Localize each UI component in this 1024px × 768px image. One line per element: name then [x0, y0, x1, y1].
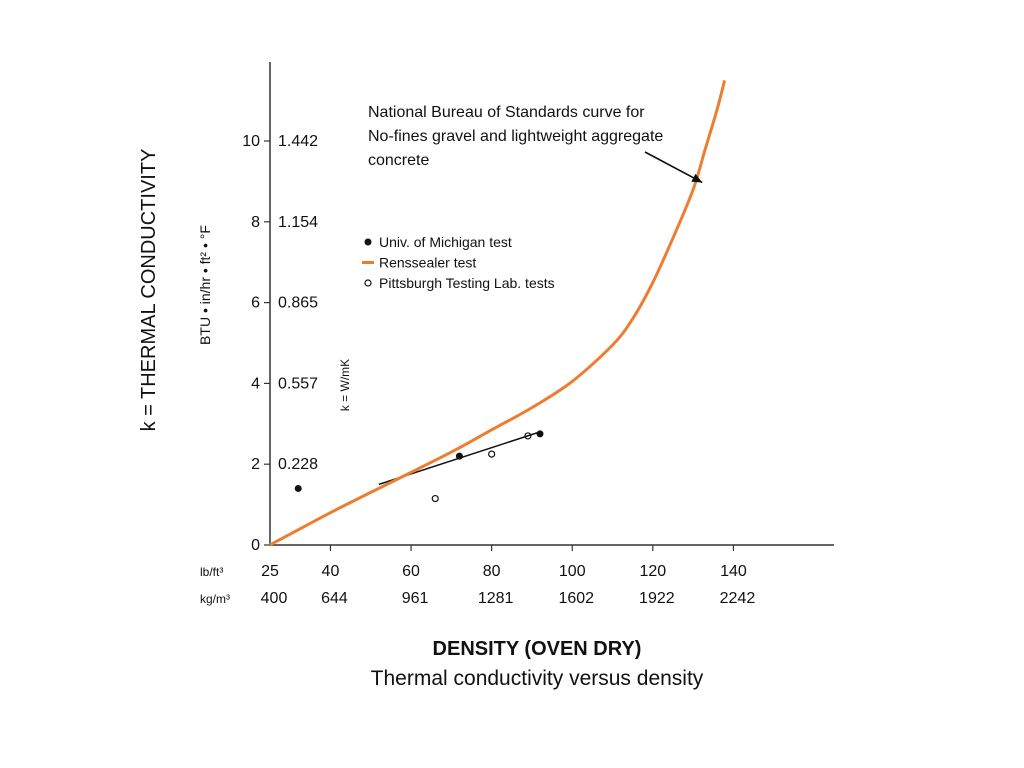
- y-tick-label: 2: [251, 456, 260, 473]
- y-si-tick-label: 0.865: [278, 295, 318, 312]
- y-axis-units-label: BTU • in/hr • ft² • °F: [197, 225, 213, 345]
- legend-label: Univ. of Michigan test: [379, 234, 512, 250]
- y-si-tick-label: 0.557: [278, 375, 318, 392]
- pittsburgh-test-point: [488, 450, 496, 458]
- x-alt-tick-label: 961: [402, 590, 429, 607]
- x-tick-label: 60: [402, 563, 420, 580]
- y-axis-label: k = THERMAL CONDUCTIVITY: [138, 149, 160, 432]
- legend-marker-filled: [364, 238, 372, 246]
- x-alt-tick-label: 400: [261, 590, 288, 607]
- y-tick-label: 8: [251, 214, 260, 231]
- x-alt-unit-label: kg/m³: [200, 592, 230, 606]
- x-alt-tick-label: 1922: [639, 590, 675, 607]
- x-tick-label: 25: [261, 563, 279, 580]
- legend-label: Pittsburgh Testing Lab. tests: [379, 275, 555, 291]
- michigan-test-point: [294, 484, 302, 492]
- x-tick-label: 80: [483, 563, 501, 580]
- axes: [264, 62, 834, 551]
- y-tick-label: 0: [251, 537, 260, 554]
- y-si-units-label: k = W/mK: [338, 359, 352, 411]
- legend-marker-open: [364, 279, 372, 287]
- x-alt-tick-label: 2242: [720, 590, 756, 607]
- annotation-arrow-head: [691, 173, 703, 183]
- annotation-line: No-fines gravel and lightweight aggregat…: [368, 128, 663, 145]
- annotation-arrow-line: [644, 151, 703, 184]
- y-tick-label: 6: [251, 295, 260, 312]
- pittsburgh-test-point: [431, 494, 439, 503]
- annotation-line: concrete: [368, 152, 429, 169]
- x-tick-label: 40: [322, 563, 340, 580]
- x-axis-label: DENSITY (OVEN DRY): [433, 638, 642, 660]
- legend-label: Renssealer test: [379, 255, 476, 271]
- michigan-test-point: [536, 430, 544, 438]
- x-alt-tick-label: 644: [321, 590, 348, 607]
- chart-labels: 0 2 0.228 4 0.557 6 0.865 8 1.154 10 1.442 25 400 40 6…: [138, 104, 755, 690]
- x-alt-tick-label: 1281: [478, 590, 514, 607]
- y-si-tick-label: 0.228: [278, 456, 318, 473]
- y-si-tick-label: 1.442: [278, 133, 318, 150]
- x-unit-label: lb/ft³: [200, 565, 223, 579]
- nbs-curve-line: [269, 80, 727, 547]
- x-tick-label: 120: [639, 563, 666, 580]
- chart-marks: [269, 80, 727, 547]
- chart-caption: Thermal conductivity versus density: [371, 667, 704, 690]
- x-tick-label: 100: [559, 563, 586, 580]
- x-tick-label: 140: [720, 563, 747, 580]
- x-alt-tick-label: 1602: [558, 590, 594, 607]
- y-tick-label: 10: [242, 133, 260, 150]
- y-si-tick-label: 1.154: [278, 214, 318, 231]
- y-tick-label: 4: [251, 375, 260, 392]
- annotation-line: National Bureau of Standards curve for: [368, 104, 645, 121]
